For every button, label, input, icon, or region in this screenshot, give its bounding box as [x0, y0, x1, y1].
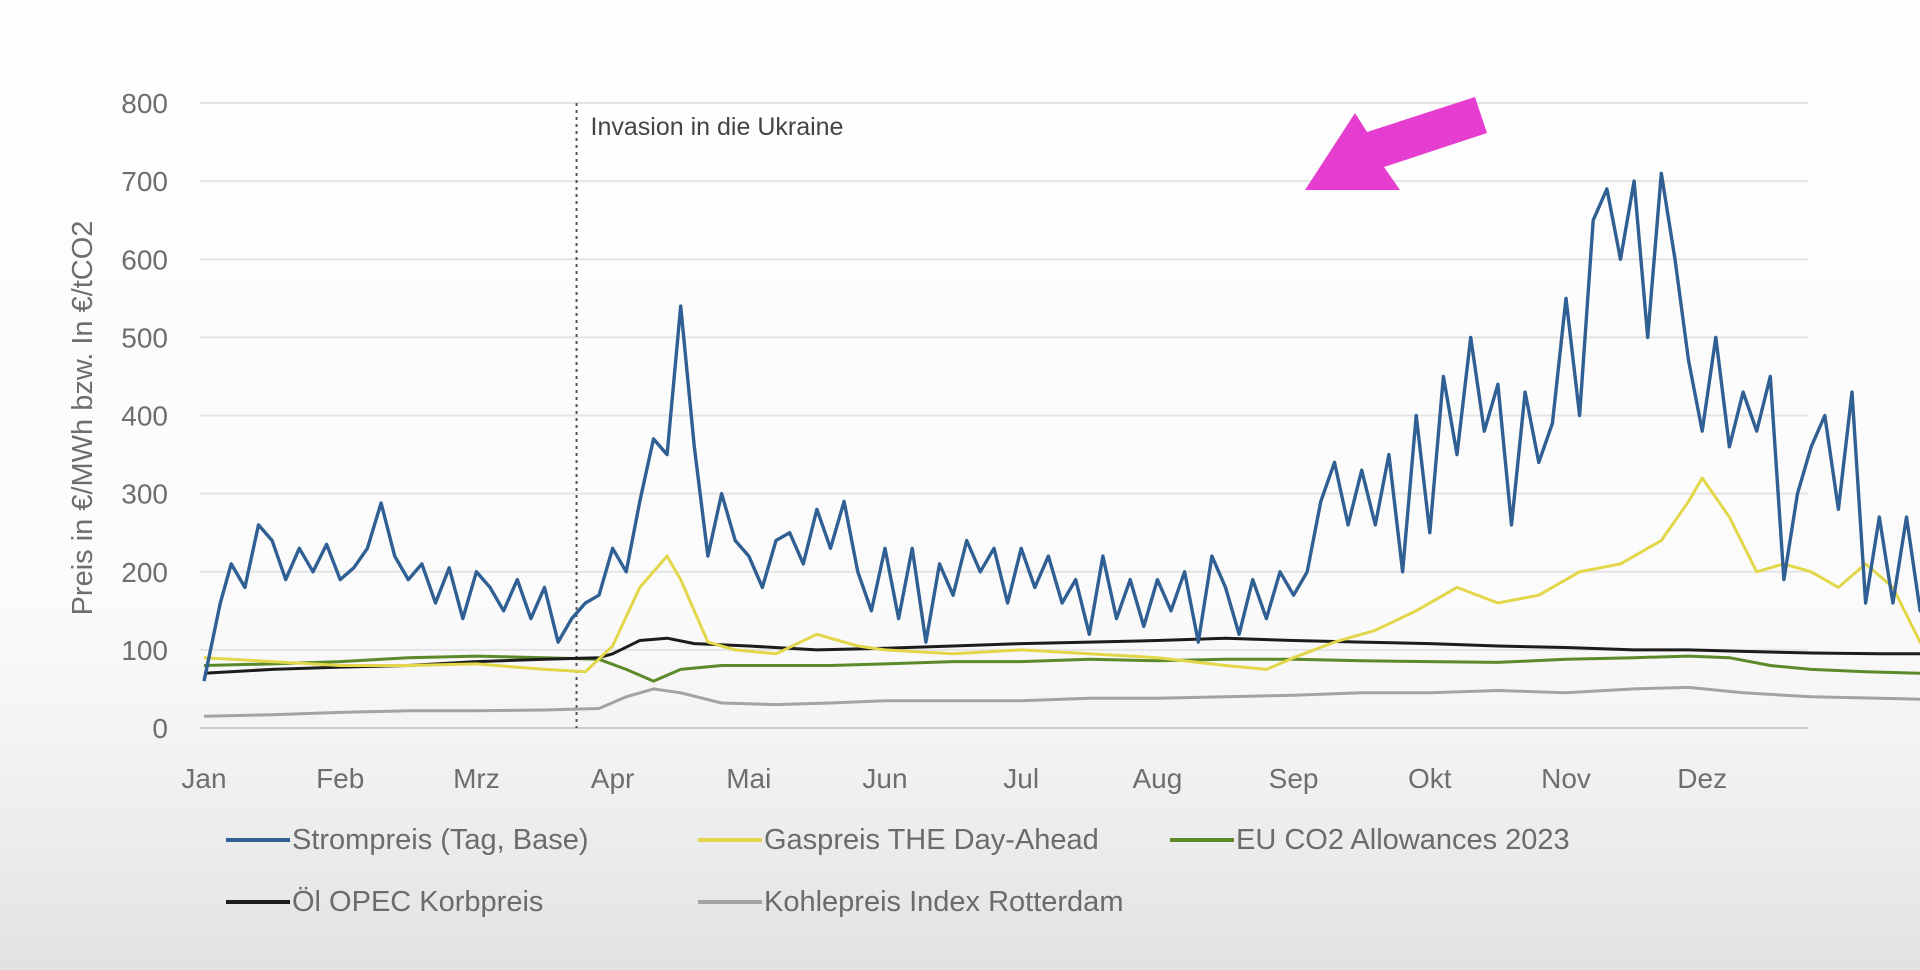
- x-tick-label: Apr: [591, 763, 635, 794]
- x-tick-label: Dez: [1677, 763, 1727, 794]
- x-tick-labels: Jan Feb Mrz Apr Mai Jun Jul Aug Sep Okt Nov Dez: [181, 763, 1727, 794]
- legend-item: Öl OPEC Korbpreis: [226, 882, 698, 922]
- y-tick-label: 500: [121, 322, 168, 353]
- legend-swatch: [226, 900, 290, 904]
- x-tick-label: Mrz: [453, 763, 500, 794]
- x-tick-label: Jul: [1003, 763, 1039, 794]
- series-line: [203, 685, 1920, 718]
- legend-swatch: [698, 838, 762, 842]
- x-tick-label: Sep: [1269, 763, 1319, 794]
- gridlines: [200, 102, 1808, 729]
- y-axis-label: Preis in €/MWh bzw. In €/tCO2: [67, 221, 99, 616]
- y-tick-label: 800: [121, 88, 168, 119]
- invasion-annotation: Invasion in die Ukraine: [591, 113, 844, 141]
- y-tick-label: 200: [121, 557, 168, 588]
- x-tick-label: Jan: [181, 763, 226, 794]
- y-tick-labels: 0 100 200 300 400 500 600 700 800: [121, 88, 168, 744]
- series-line: [202, 171, 1920, 682]
- series-line: [203, 476, 1920, 674]
- x-tick-label: Aug: [1132, 763, 1182, 794]
- chart-legend: Strompreis (Tag, Base) Gaspreis THE Day-A…: [226, 820, 1726, 922]
- legend-swatch: [226, 838, 290, 842]
- legend-label: EU CO2 Allowances 2023: [1236, 823, 1570, 856]
- x-tick-label: Okt: [1408, 763, 1452, 794]
- x-tick-label: Jun: [862, 763, 907, 794]
- y-tick-label: 0: [152, 713, 168, 744]
- y-tick-label: 400: [121, 401, 168, 432]
- legend-label: Öl OPEC Korbpreis: [292, 885, 544, 918]
- legend-swatch: [698, 900, 762, 904]
- legend-item: EU CO2 Allowances 2023: [1170, 820, 1590, 860]
- x-tick-label: Nov: [1541, 763, 1591, 794]
- series-lines: [202, 171, 1920, 718]
- legend-swatch: [1170, 838, 1234, 842]
- legend-label: Strompreis (Tag, Base): [292, 823, 589, 856]
- y-tick-label: 300: [121, 479, 168, 510]
- legend-item: Kohlepreis Index Rotterdam: [698, 882, 1170, 922]
- legend-item: Gaspreis THE Day-Ahead: [698, 820, 1170, 860]
- legend-label: Kohlepreis Index Rotterdam: [764, 885, 1124, 918]
- x-tick-label: Feb: [316, 763, 364, 794]
- legend-item: Strompreis (Tag, Base): [226, 820, 698, 860]
- legend-label: Gaspreis THE Day-Ahead: [764, 823, 1099, 856]
- y-tick-label: 600: [121, 244, 168, 275]
- highlight-arrow-icon: [1305, 97, 1487, 190]
- series-line: [203, 654, 1920, 683]
- x-tick-label: Mai: [726, 763, 771, 794]
- y-tick-label: 100: [121, 635, 168, 666]
- y-tick-label: 700: [121, 166, 168, 197]
